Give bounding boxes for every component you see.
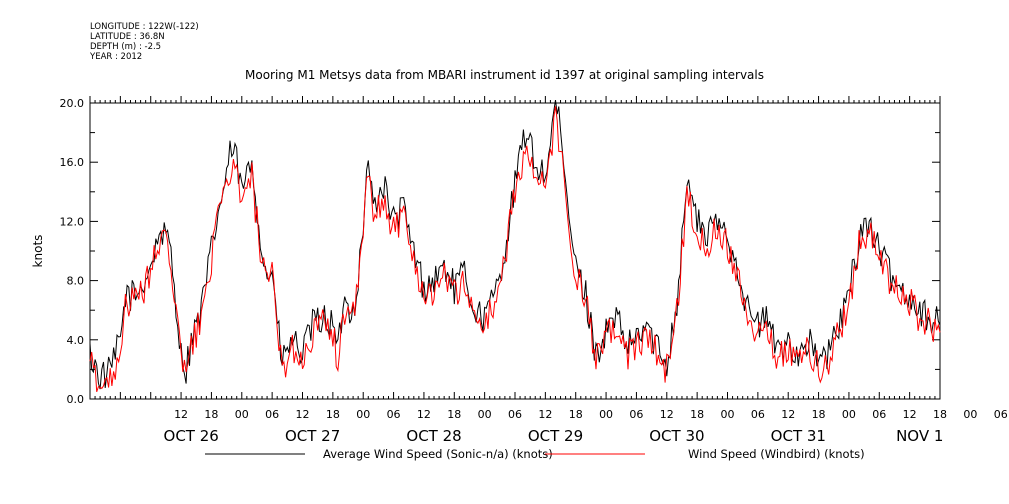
metadata-block: LONGITUDE : 122W(-122) LATITUDE : 36.8N … [90,22,199,62]
series-line-windbird [89,106,941,392]
x-hour-label: 18 [569,408,583,421]
y-tick-label: 20.0 [60,97,85,110]
x-hour-label: 18 [326,408,340,421]
chart-title: Mooring M1 Metsys data from MBARI instru… [245,68,764,82]
x-hour-label: 00 [478,408,492,421]
x-hour-label: 00 [963,408,977,421]
x-hour-label: 18 [690,408,704,421]
legend-label-sonic: Average Wind Speed (Sonic-n/a) (knots) [323,447,553,461]
x-hour-label: 18 [933,408,947,421]
x-day-label: OCT 29 [528,427,583,445]
x-hour-label: 06 [265,408,279,421]
x-hour-label: 12 [781,408,795,421]
x-day-label: OCT 31 [771,427,826,445]
x-hour-label: 00 [721,408,735,421]
x-hour-label: 12 [174,408,188,421]
legend-label-windbird: Wind Speed (Windbird) (knots) [688,447,865,461]
y-tick-label: 12.0 [60,215,85,228]
depth-label: DEPTH (m) : -2.5 [90,42,162,52]
x-day-label: OCT 27 [285,427,340,445]
x-hour-label: 00 [599,408,613,421]
x-hour-label: 06 [872,408,886,421]
y-tick-label: 0.0 [67,393,85,406]
y-tick-label: 4.0 [67,334,85,347]
x-hour-label: 12 [903,408,917,421]
year-label: YEAR : 2012 [90,52,143,62]
x-hour-label: 06 [508,408,522,421]
x-day-label: OCT 30 [649,427,704,445]
x-hour-label: 00 [842,408,856,421]
x-hour-label: 06 [994,408,1008,421]
x-day-label: OCT 28 [406,427,461,445]
x-day-label: OCT 26 [164,427,219,445]
x-hour-label: 00 [235,408,249,421]
x-hour-label: 06 [387,408,401,421]
longitude-label: LONGITUDE : 122W(-122) [90,22,199,32]
x-hour-label: 12 [538,408,552,421]
x-day-label: NOV 1 [896,427,943,445]
x-hour-label: 12 [417,408,431,421]
plot-frame [89,102,941,400]
x-hour-label: 06 [751,408,765,421]
x-hour-label: 12 [296,408,310,421]
latitude-label: LATITUDE : 36.8N [90,32,165,42]
x-hour-label: 00 [356,408,370,421]
x-hour-label: 06 [629,408,643,421]
x-hour-label: 18 [204,408,218,421]
series-line-sonic [89,100,941,390]
y-tick-label: 8.0 [67,275,85,288]
x-hour-label: 12 [660,408,674,421]
x-hour-label: 18 [447,408,461,421]
y-tick-label: 16.0 [60,156,85,169]
y-axis-label: knots [31,235,45,268]
x-hour-label: 18 [812,408,826,421]
